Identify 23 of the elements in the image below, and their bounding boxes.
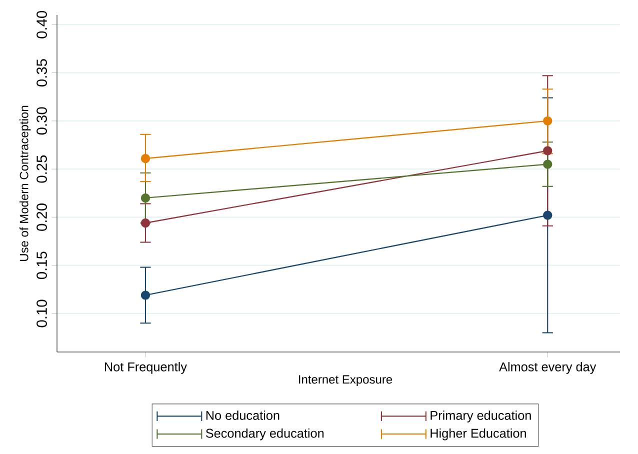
- point: [543, 210, 552, 220]
- legend-label: Secondary education: [206, 428, 324, 440]
- y-tick-label: 0.25: [36, 155, 47, 183]
- point: [140, 154, 150, 164]
- point: [140, 193, 150, 203]
- y-tick-label: 0.15: [36, 252, 47, 280]
- y-tick-label: 0.35: [36, 59, 47, 86]
- point: [140, 290, 150, 300]
- y-tick-label: 0.30: [36, 107, 47, 135]
- x-tick-label: Almost every day: [499, 362, 596, 374]
- legend-label: Primary education: [430, 410, 531, 422]
- point: [543, 116, 552, 126]
- y-tick-label: 0.20: [36, 204, 47, 231]
- legend-label: No education: [206, 410, 280, 420]
- y-axis-title: Use of Modern Contraception: [19, 106, 31, 261]
- point: [140, 218, 150, 228]
- x-axis-title: Internet Exposure: [299, 375, 392, 386]
- y-tick-label: 0.10: [36, 300, 47, 328]
- x-tick-label: Not Frequently: [104, 362, 187, 374]
- legend-label: Higher Education: [430, 428, 526, 440]
- point: [543, 160, 552, 169]
- y-tick-label: 0.40: [36, 10, 47, 38]
- point: [543, 146, 552, 156]
